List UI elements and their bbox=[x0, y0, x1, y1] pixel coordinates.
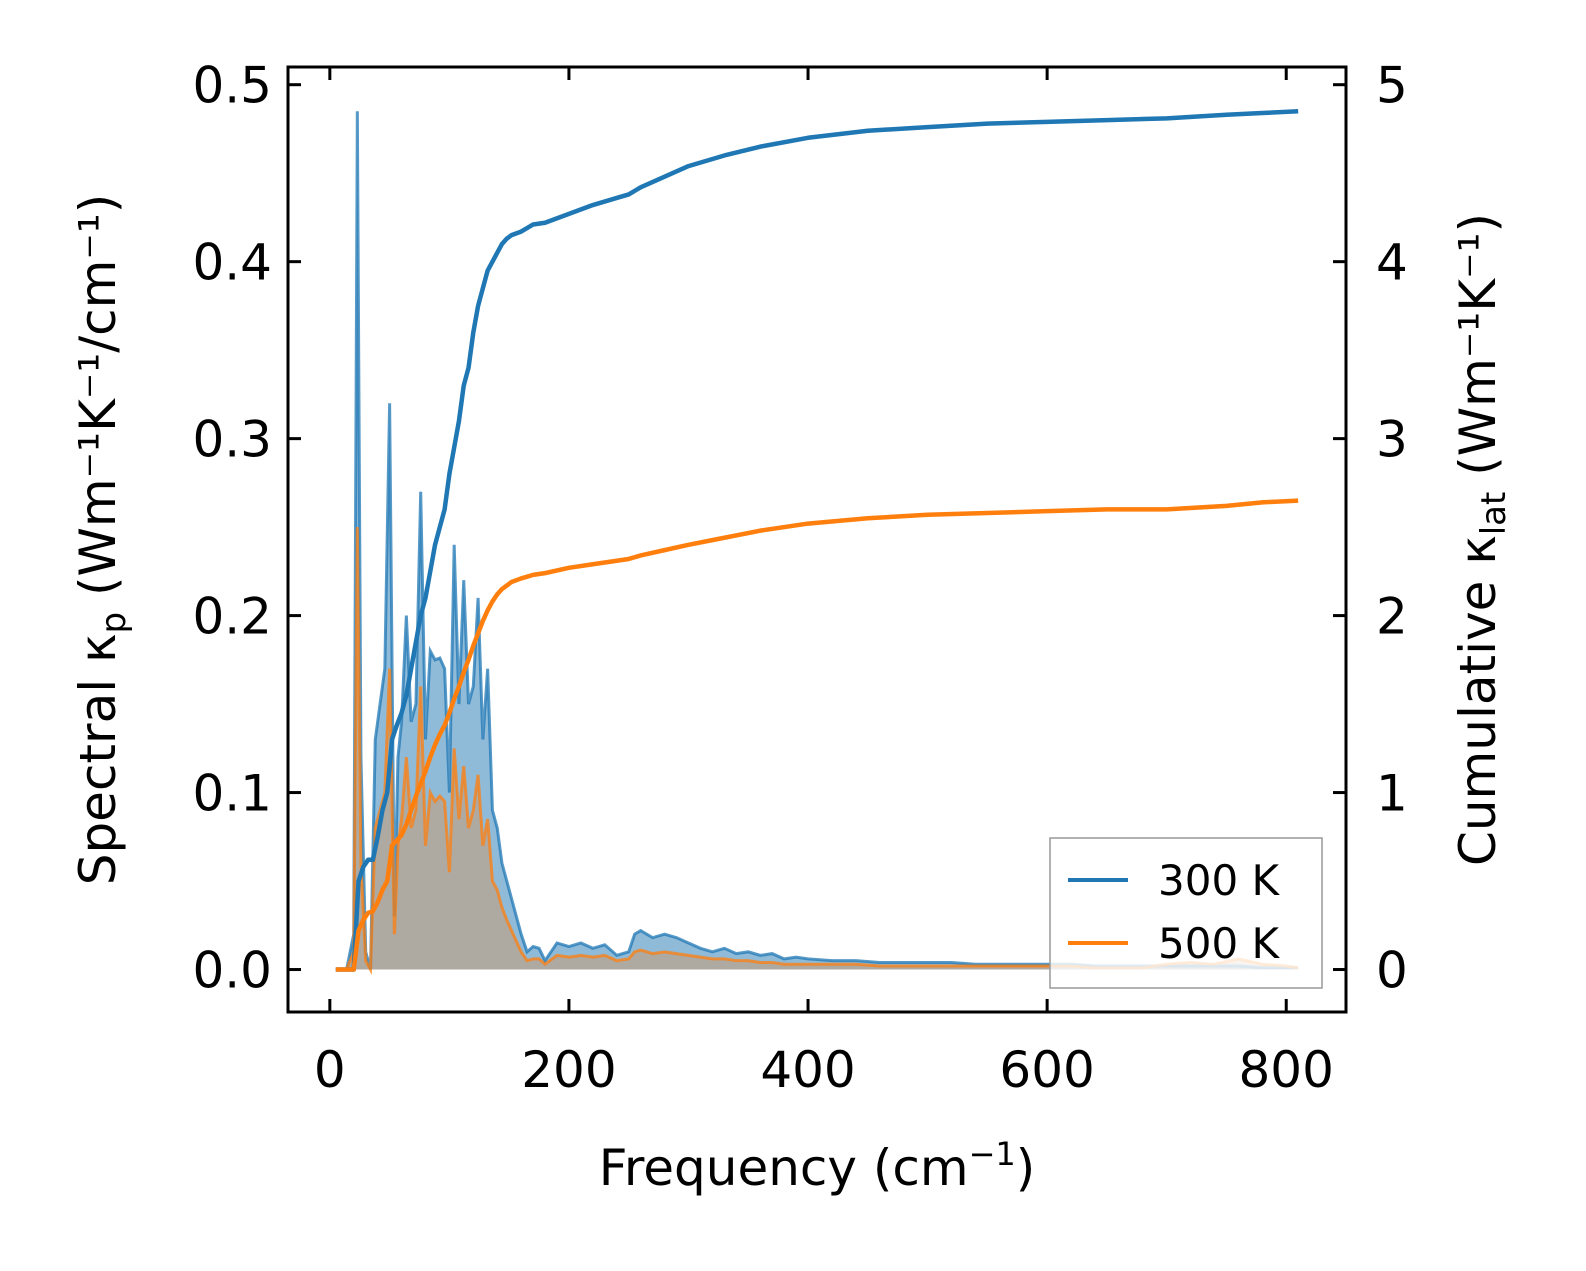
spectral-fill-500k bbox=[335, 527, 1299, 970]
x-tick-label: 800 bbox=[1239, 1041, 1334, 1099]
y-right-tick-label: 4 bbox=[1376, 234, 1408, 292]
y-left-tick-label: 0.5 bbox=[192, 57, 272, 115]
spectral-fill-areas bbox=[335, 111, 1299, 970]
y-left-tick-label: 0.1 bbox=[192, 765, 272, 823]
legend-label-500k: 500 K bbox=[1158, 919, 1281, 968]
x-tick-label: 0 bbox=[314, 1041, 346, 1099]
axis-ticks: 0 200 400 600 800 0.0 0.1 0.2 0.3 0.4 0.5 0 1 2 3 4 5 bbox=[192, 57, 1407, 1099]
cumulative-lines bbox=[335, 108, 1299, 972]
y-right-tick-label: 0 bbox=[1376, 942, 1408, 1000]
y-left-tick-label: 0.0 bbox=[192, 942, 272, 1000]
y-axis-left-label: Spectral κp (Wm⁻¹K⁻¹/cm⁻¹) bbox=[69, 194, 134, 886]
spectral-line-500k bbox=[335, 527, 1299, 976]
legend-box bbox=[1049, 837, 1323, 989]
y-left-tick-label: 0.4 bbox=[192, 234, 272, 292]
x-axis-label: Frequency (cm−1) bbox=[599, 1135, 1036, 1197]
spectral-line-300k bbox=[335, 111, 1299, 972]
cumulative-line-300k bbox=[335, 108, 1299, 972]
y-right-tick-label: 5 bbox=[1376, 57, 1408, 115]
y-right-tick-label: 1 bbox=[1376, 765, 1408, 823]
y-left-tick-label: 0.3 bbox=[192, 411, 272, 469]
legend-label-300k: 300 K bbox=[1158, 856, 1281, 905]
y-right-tick-label: 2 bbox=[1376, 588, 1408, 646]
cumulative-line-500k bbox=[335, 498, 1299, 972]
y-right-tick-label: 3 bbox=[1376, 411, 1408, 469]
spectral-lines bbox=[335, 111, 1299, 976]
legend: 300 K 500 K bbox=[1049, 837, 1323, 989]
x-tick-label: 600 bbox=[999, 1041, 1094, 1099]
x-tick-label: 200 bbox=[521, 1041, 616, 1099]
x-tick-label: 400 bbox=[760, 1041, 855, 1099]
axes-frame bbox=[286, 65, 1348, 1014]
y-axis-right-label: Cumulative κlat (Wm⁻¹K⁻¹) bbox=[1449, 213, 1514, 866]
y-left-tick-label: 0.2 bbox=[192, 588, 272, 646]
